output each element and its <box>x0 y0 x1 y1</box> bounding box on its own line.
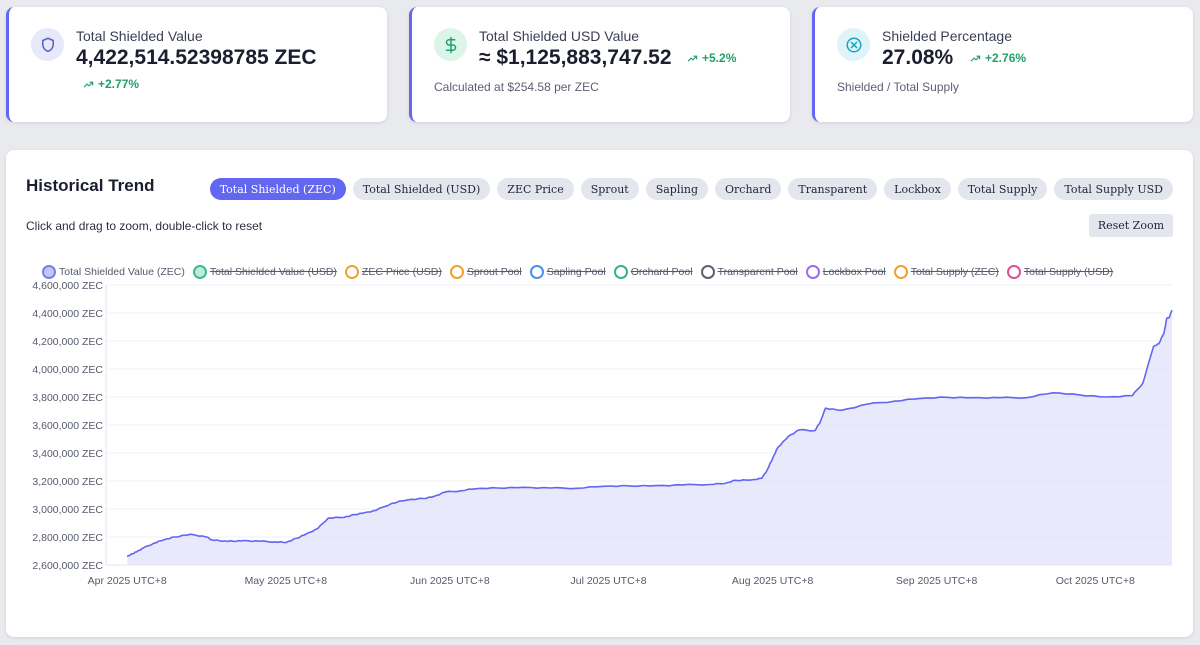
dollar-icon <box>434 28 467 61</box>
stat-change-text: +2.76% <box>985 51 1027 65</box>
legend-item[interactable]: Sprout Pool <box>449 265 522 279</box>
y-tick-label: 4,400,000 ZEC <box>32 308 103 320</box>
stat-label: Total Shielded Value <box>76 28 203 44</box>
y-tick-label: 4,000,000 ZEC <box>32 364 103 376</box>
legend-item[interactable]: Orchard Pool <box>613 265 693 279</box>
legend-label: ZEC Price (USD) <box>361 266 442 278</box>
series-area-total-shielded-zec <box>127 310 1173 565</box>
legend-swatch <box>344 265 359 279</box>
legend-label: Total Supply (USD) <box>1023 266 1114 278</box>
x-tick-label: Oct 2025 UTC+8 <box>1056 575 1135 587</box>
legend-item[interactable]: Sapling Pool <box>529 265 606 279</box>
x-tick-label: Sep 2025 UTC+8 <box>896 575 978 587</box>
y-tick-label: 4,200,000 ZEC <box>32 336 103 348</box>
legend-label: Sapling Pool <box>546 266 606 278</box>
stat-value: 4,422,514.52398785 ZEC <box>76 46 317 69</box>
stat-card-shielded-percentage: Shielded Percentage 27.08% +2.76% Shield… <box>812 7 1193 122</box>
legend-swatch <box>42 265 56 279</box>
legend-label: Total Supply (ZEC) <box>910 266 999 278</box>
series-line-total-shielded-zec <box>126 309 1173 558</box>
stat-change: +2.77% <box>83 77 139 91</box>
metric-tabs: Total Shielded (ZEC) Total Shielded (USD)… <box>209 178 1173 200</box>
y-tick-label: 2,600,000 ZEC <box>32 560 103 572</box>
legend-swatch <box>192 265 207 279</box>
legend-swatch <box>449 265 464 279</box>
tab-lockbox[interactable]: Lockbox <box>884 178 951 200</box>
trending-up-icon <box>970 55 981 61</box>
legend-item[interactable]: Total Supply (ZEC) <box>893 265 999 279</box>
y-tick-label: 3,800,000 ZEC <box>32 392 103 404</box>
chart-legend: Total Shielded Value (ZEC) Total Shielded… <box>42 265 1113 279</box>
stat-value: ≈ $1,125,883,747.52 <box>479 46 672 69</box>
stat-change-text: +5.2% <box>702 51 737 65</box>
tab-total-supply-usd[interactable]: Total Supply USD <box>1054 178 1173 200</box>
legend-label: Lockbox Pool <box>822 266 886 278</box>
stat-card-total-shielded-value: Total Shielded Value 4,422,514.52398785 … <box>6 7 387 122</box>
legend-item[interactable]: Total Shielded Value (USD) <box>192 265 337 279</box>
historical-trend-chart[interactable]: 2,600,000 ZEC 2,800,000 ZEC 3,000,000 ZEC 3… <box>6 150 1193 637</box>
legend-item[interactable]: Lockbox Pool <box>805 265 886 279</box>
y-tick-label: 3,600,000 ZEC <box>32 420 103 432</box>
legend-label: Sprout Pool <box>466 266 522 278</box>
reset-zoom-button[interactable]: Reset Zoom <box>1088 214 1173 237</box>
legend-item[interactable]: ZEC Price (USD) <box>344 265 442 279</box>
legend-swatch <box>700 265 715 279</box>
trending-up-icon <box>83 81 94 87</box>
y-tick-label: 4,600,000 ZEC <box>32 280 103 292</box>
tab-zec-price[interactable]: ZEC Price <box>497 178 574 200</box>
stat-change: +5.2% <box>687 51 736 65</box>
legend-label: Orchard Pool <box>630 266 693 278</box>
chart-title: Historical Trend <box>26 176 155 195</box>
shield-icon <box>31 28 64 61</box>
tab-total-shielded-usd[interactable]: Total Shielded (USD) <box>352 178 491 200</box>
tab-total-supply[interactable]: Total Supply <box>957 178 1048 200</box>
trending-up-icon <box>687 55 698 61</box>
chart-hint: Click and drag to zoom, double-click to … <box>26 219 263 233</box>
legend-label: Total Shielded Value (ZEC) <box>59 266 185 278</box>
stat-card-total-shielded-usd: Total Shielded USD Value ≈ $1,125,883,74… <box>409 7 790 122</box>
legend-swatch <box>1006 265 1021 279</box>
legend-label: Total Shielded Value (USD) <box>209 266 337 278</box>
stat-label: Shielded Percentage <box>882 28 1012 44</box>
tab-transparent[interactable]: Transparent <box>788 178 878 200</box>
y-tick-label: 3,000,000 ZEC <box>32 504 103 516</box>
legend-item[interactable]: Total Supply (USD) <box>1006 265 1114 279</box>
stat-label: Total Shielded USD Value <box>479 28 640 44</box>
stat-change: +2.76% <box>970 51 1026 65</box>
stat-subtext: Calculated at $254.58 per ZEC <box>434 80 599 94</box>
tab-orchard[interactable]: Orchard <box>715 178 782 200</box>
legend-swatch <box>893 265 908 279</box>
stat-value: 27.08% <box>882 46 954 69</box>
stat-change-text: +2.77% <box>98 77 140 91</box>
x-tick-label: Apr 2025 UTC+8 <box>88 575 167 587</box>
historical-trend-card: Historical Trend Total Shielded (ZEC) Tot… <box>6 150 1193 637</box>
tab-sapling[interactable]: Sapling <box>645 178 709 200</box>
x-tick-label: May 2025 UTC+8 <box>245 575 328 587</box>
legend-item[interactable]: Transparent Pool <box>700 265 798 279</box>
legend-swatch <box>805 265 820 279</box>
legend-swatch <box>529 265 544 279</box>
percent-circle-icon <box>837 28 870 61</box>
x-tick-label: Jul 2025 UTC+8 <box>570 575 646 587</box>
legend-item[interactable]: Total Shielded Value (ZEC) <box>42 265 185 279</box>
y-tick-label: 3,200,000 ZEC <box>32 476 103 488</box>
tab-total-shielded-zec[interactable]: Total Shielded (ZEC) <box>209 178 346 200</box>
tab-sprout[interactable]: Sprout <box>580 178 639 200</box>
stat-subtext: Shielded / Total Supply <box>837 80 959 94</box>
legend-label: Transparent Pool <box>717 266 798 278</box>
x-tick-label: Jun 2025 UTC+8 <box>410 575 490 587</box>
y-tick-label: 3,400,000 ZEC <box>32 448 103 460</box>
y-tick-label: 2,800,000 ZEC <box>32 532 103 544</box>
legend-swatch <box>613 265 628 279</box>
x-tick-label: Aug 2025 UTC+8 <box>732 575 814 587</box>
